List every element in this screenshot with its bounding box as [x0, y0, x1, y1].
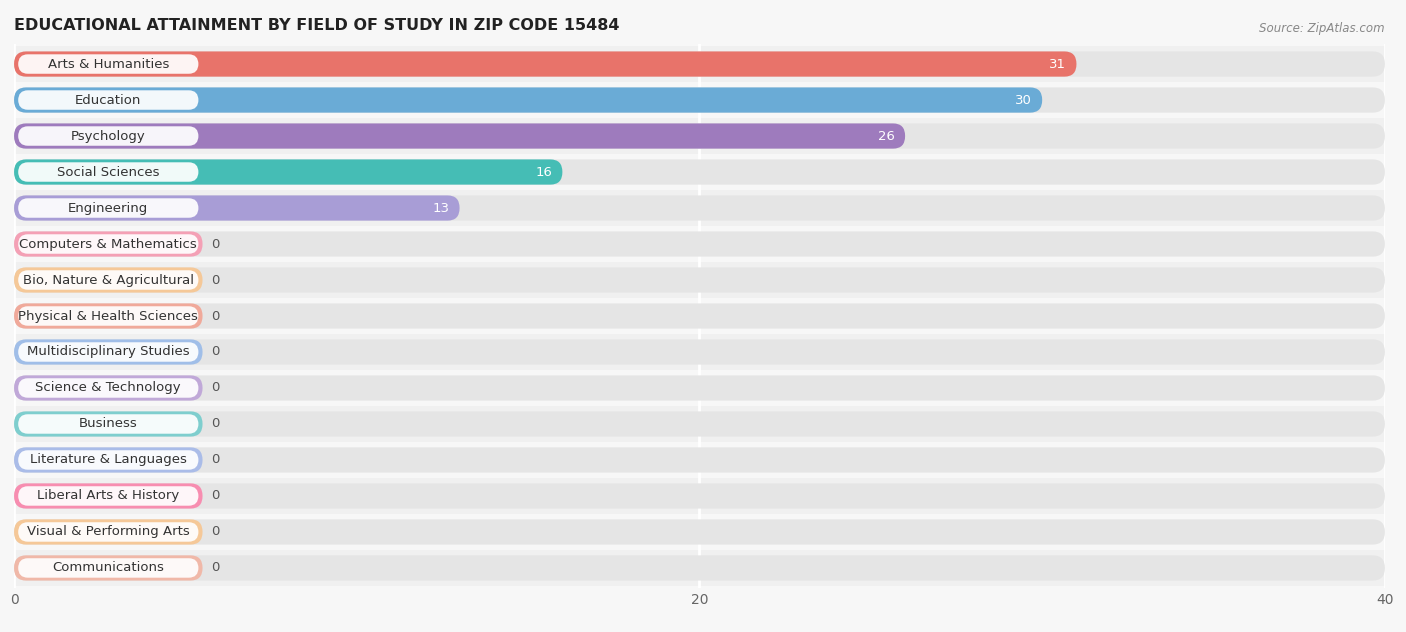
FancyBboxPatch shape — [14, 411, 202, 437]
FancyBboxPatch shape — [14, 303, 1385, 329]
FancyBboxPatch shape — [14, 231, 202, 257]
Bar — [0, 262, 1406, 298]
Text: Engineering: Engineering — [67, 202, 149, 214]
Text: Bio, Nature & Agricultural: Bio, Nature & Agricultural — [22, 274, 194, 286]
FancyBboxPatch shape — [18, 486, 198, 506]
Bar — [0, 514, 1406, 550]
Bar — [0, 370, 1406, 406]
Text: 0: 0 — [211, 382, 219, 394]
Text: 0: 0 — [211, 274, 219, 286]
Text: Communications: Communications — [52, 561, 165, 574]
Text: Psychology: Psychology — [70, 130, 146, 143]
FancyBboxPatch shape — [14, 123, 905, 149]
Bar — [0, 118, 1406, 154]
Text: 0: 0 — [211, 525, 219, 538]
Text: 30: 30 — [1015, 94, 1032, 107]
Text: 0: 0 — [211, 418, 219, 430]
FancyBboxPatch shape — [14, 447, 202, 473]
Bar — [0, 298, 1406, 334]
Text: 0: 0 — [211, 561, 219, 574]
Text: 0: 0 — [211, 346, 219, 358]
Bar — [0, 406, 1406, 442]
Text: Education: Education — [75, 94, 142, 107]
FancyBboxPatch shape — [14, 447, 1385, 473]
FancyBboxPatch shape — [14, 375, 202, 401]
Text: Physical & Health Sciences: Physical & Health Sciences — [18, 310, 198, 322]
Bar — [0, 46, 1406, 82]
FancyBboxPatch shape — [14, 159, 562, 185]
FancyBboxPatch shape — [14, 375, 1385, 401]
Bar — [0, 478, 1406, 514]
Text: 0: 0 — [211, 238, 219, 250]
FancyBboxPatch shape — [18, 162, 198, 182]
FancyBboxPatch shape — [14, 159, 1385, 185]
FancyBboxPatch shape — [14, 483, 202, 509]
FancyBboxPatch shape — [14, 123, 1385, 149]
Bar — [0, 334, 1406, 370]
FancyBboxPatch shape — [18, 522, 198, 542]
Text: Science & Technology: Science & Technology — [35, 382, 181, 394]
FancyBboxPatch shape — [18, 90, 198, 110]
Text: 16: 16 — [536, 166, 553, 178]
Bar — [0, 550, 1406, 586]
FancyBboxPatch shape — [14, 267, 1385, 293]
FancyBboxPatch shape — [18, 414, 198, 434]
FancyBboxPatch shape — [14, 231, 1385, 257]
FancyBboxPatch shape — [14, 195, 460, 221]
FancyBboxPatch shape — [14, 267, 202, 293]
FancyBboxPatch shape — [14, 51, 1077, 76]
FancyBboxPatch shape — [18, 198, 198, 218]
Text: Liberal Arts & History: Liberal Arts & History — [37, 489, 180, 502]
Text: Source: ZipAtlas.com: Source: ZipAtlas.com — [1260, 22, 1385, 35]
Text: Visual & Performing Arts: Visual & Performing Arts — [27, 525, 190, 538]
FancyBboxPatch shape — [18, 270, 198, 289]
FancyBboxPatch shape — [14, 87, 1385, 112]
FancyBboxPatch shape — [14, 303, 202, 329]
Bar — [0, 190, 1406, 226]
Text: 0: 0 — [211, 454, 219, 466]
Text: Arts & Humanities: Arts & Humanities — [48, 58, 169, 71]
Text: EDUCATIONAL ATTAINMENT BY FIELD OF STUDY IN ZIP CODE 15484: EDUCATIONAL ATTAINMENT BY FIELD OF STUDY… — [14, 18, 620, 33]
FancyBboxPatch shape — [14, 339, 202, 365]
FancyBboxPatch shape — [18, 307, 198, 325]
FancyBboxPatch shape — [18, 54, 198, 74]
FancyBboxPatch shape — [18, 558, 198, 578]
FancyBboxPatch shape — [14, 195, 1385, 221]
FancyBboxPatch shape — [18, 379, 198, 398]
FancyBboxPatch shape — [14, 520, 202, 545]
FancyBboxPatch shape — [14, 556, 1385, 581]
FancyBboxPatch shape — [14, 411, 1385, 437]
Text: Multidisciplinary Studies: Multidisciplinary Studies — [27, 346, 190, 358]
Text: 26: 26 — [877, 130, 894, 143]
FancyBboxPatch shape — [14, 520, 1385, 545]
FancyBboxPatch shape — [14, 483, 1385, 509]
FancyBboxPatch shape — [18, 234, 198, 253]
Text: 0: 0 — [211, 489, 219, 502]
Bar — [0, 154, 1406, 190]
FancyBboxPatch shape — [18, 126, 198, 146]
Text: Literature & Languages: Literature & Languages — [30, 454, 187, 466]
Bar — [0, 442, 1406, 478]
FancyBboxPatch shape — [14, 87, 1042, 112]
FancyBboxPatch shape — [18, 343, 198, 362]
Text: 31: 31 — [1049, 58, 1066, 71]
FancyBboxPatch shape — [18, 450, 198, 470]
FancyBboxPatch shape — [14, 556, 202, 581]
FancyBboxPatch shape — [14, 51, 1385, 76]
FancyBboxPatch shape — [14, 339, 1385, 365]
Text: 0: 0 — [211, 310, 219, 322]
Text: Business: Business — [79, 418, 138, 430]
Bar — [0, 82, 1406, 118]
Text: Computers & Mathematics: Computers & Mathematics — [20, 238, 197, 250]
Text: Social Sciences: Social Sciences — [58, 166, 159, 178]
Text: 13: 13 — [432, 202, 450, 214]
Bar — [0, 226, 1406, 262]
